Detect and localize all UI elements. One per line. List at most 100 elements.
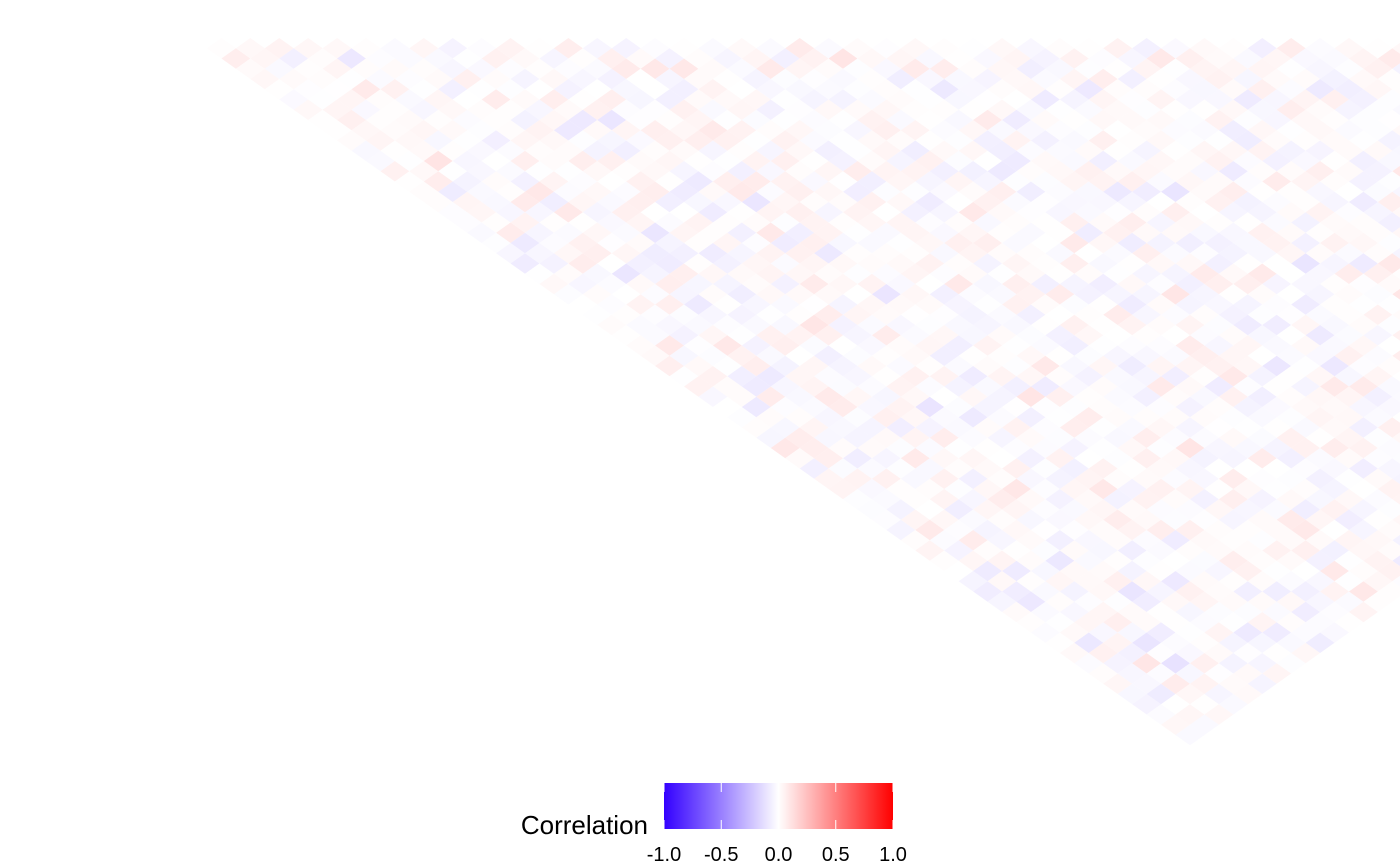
heatmap-cell: [611, 181, 641, 202]
heatmap-cell: [929, 222, 959, 243]
heatmap-cell: [727, 325, 757, 346]
heatmap-cell: [1103, 161, 1133, 182]
heatmap-cell: [1175, 253, 1205, 274]
heatmap-cell: [1305, 468, 1335, 489]
heatmap-cell: [655, 48, 685, 69]
heatmap-cell: [1233, 540, 1263, 561]
heatmap-cell: [973, 335, 1003, 356]
heatmap-cell: [1103, 140, 1133, 161]
heatmap-cell: [871, 79, 901, 100]
heatmap-cell: [1377, 48, 1400, 69]
heatmap-cell: [1059, 642, 1089, 664]
heatmap-cell: [1059, 68, 1089, 90]
heatmap-cell: [1204, 560, 1234, 582]
heatmap-cell: [973, 376, 1003, 397]
heatmap-cell: [987, 222, 1017, 243]
heatmap-cell: [857, 109, 887, 131]
heatmap-cell: [1103, 571, 1133, 592]
heatmap-cell: [727, 345, 757, 366]
heatmap-cell: [1305, 181, 1335, 202]
heatmap-cell: [915, 191, 945, 213]
heatmap-cell: [626, 335, 656, 356]
heatmap-cell: [1247, 243, 1277, 264]
heatmap-cell: [1175, 150, 1205, 172]
heatmap-cell: [1175, 191, 1205, 213]
heatmap-cell: [1059, 581, 1089, 602]
heatmap-cell: [1161, 714, 1190, 735]
heatmap-cell: [814, 58, 844, 79]
heatmap-cell: [1305, 222, 1335, 243]
heatmap-cell: [1030, 458, 1060, 479]
heatmap-cell: [322, 38, 352, 59]
heatmap-cell: [409, 99, 439, 120]
heatmap-cell: [582, 222, 612, 243]
heatmap-cell: [582, 243, 612, 264]
heatmap-cell: [1204, 396, 1234, 418]
heatmap-cell: [843, 284, 872, 305]
heatmap-cell: [1233, 355, 1263, 377]
heatmap-cell: [1103, 591, 1133, 612]
heatmap-cell: [1233, 581, 1263, 602]
heatmap-cell: [785, 345, 815, 366]
heatmap-cell: [1377, 232, 1400, 254]
heatmap-cell: [973, 396, 1003, 418]
heatmap-cell: [655, 89, 685, 110]
heatmap-cell: [900, 386, 930, 407]
heatmap-cell: [770, 273, 800, 295]
heatmap-cell: [539, 130, 569, 151]
heatmap-cell: [525, 79, 554, 100]
heatmap-cell: [1204, 314, 1234, 336]
heatmap-cell: [1334, 263, 1364, 284]
heatmap-cell: [741, 89, 771, 110]
heatmap-cell: [684, 130, 713, 151]
heatmap-cell: [1305, 550, 1335, 571]
heatmap-cell: [987, 530, 1017, 551]
heatmap-cell: [1132, 468, 1162, 489]
heatmap-cell: [900, 38, 930, 59]
heatmap-cell: [1132, 38, 1162, 59]
heatmap-cell: [770, 335, 800, 356]
heatmap-cell: [785, 243, 815, 264]
heatmap-cell: [1233, 150, 1263, 172]
heatmap-cell: [1349, 191, 1378, 213]
heatmap-cell: [1349, 150, 1378, 172]
heatmap-cell: [1392, 247, 1400, 259]
heatmap-cell: [756, 304, 786, 325]
heatmap-cell: [568, 191, 598, 213]
heatmap-cell: [626, 294, 656, 315]
heatmap-cell: [1334, 530, 1364, 551]
heatmap-cell: [1247, 222, 1277, 243]
heatmap-cell: [828, 150, 858, 172]
heatmap-cell: [843, 120, 872, 141]
heatmap-cell: [1392, 575, 1400, 587]
heatmap-cell: [843, 427, 872, 448]
heatmap-cell: [1247, 38, 1277, 59]
heatmap-cell: [1175, 376, 1205, 397]
heatmap-cell: [1247, 489, 1277, 510]
heatmap-cell: [929, 263, 959, 284]
heatmap-cell: [1247, 202, 1277, 223]
heatmap-cell: [973, 109, 1003, 131]
heatmap-cell: [1305, 120, 1335, 141]
heatmap-cell: [1030, 273, 1060, 295]
heatmap-cell: [857, 171, 887, 192]
heatmap-cell: [1392, 452, 1400, 464]
heatmap-cell: [1392, 165, 1400, 177]
heatmap-cell: [741, 355, 771, 377]
heatmap-cell: [698, 202, 728, 223]
heatmap-cell: [568, 212, 598, 233]
heatmap-cell: [915, 335, 945, 356]
heatmap-cell: [1233, 68, 1263, 90]
heatmap-cell: [669, 202, 699, 223]
heatmap-cell: [1334, 345, 1364, 366]
heatmap-cell: [1030, 601, 1060, 623]
heatmap-cell: [756, 222, 786, 243]
heatmap-cell: [1161, 550, 1190, 571]
heatmap-cell: [900, 99, 930, 120]
heatmap-cell: [727, 38, 757, 59]
heatmap-cell: [539, 89, 569, 110]
heatmap-cell: [1392, 104, 1400, 116]
heatmap-cell: [525, 120, 554, 141]
heatmap-cell: [1334, 509, 1364, 530]
heatmap-cell: [452, 191, 482, 213]
